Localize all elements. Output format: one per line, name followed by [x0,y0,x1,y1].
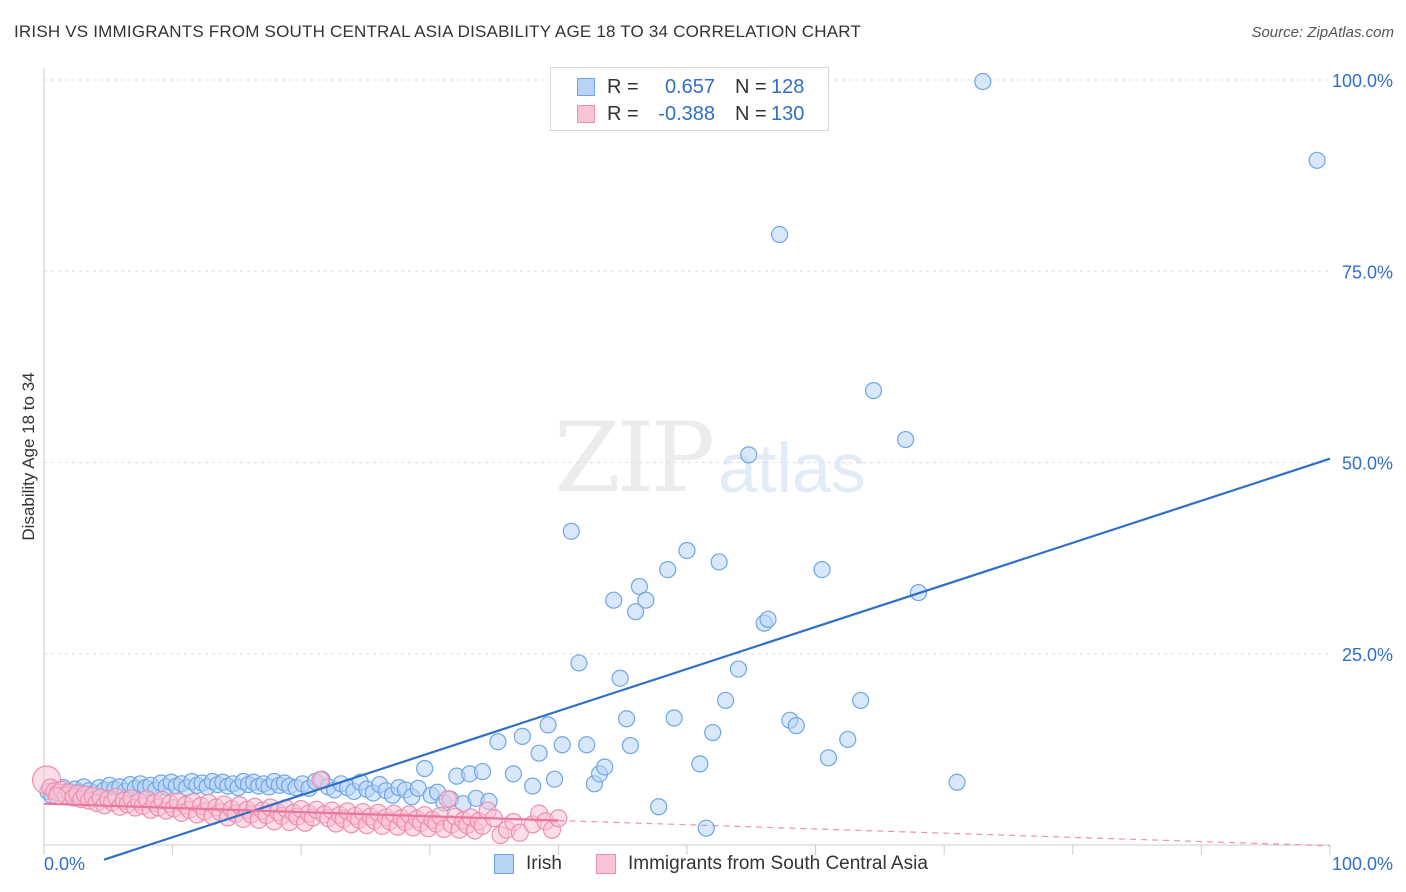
irish-point [562,522,580,540]
legend-n-value-immigrants: 130 [771,102,805,125]
bottom-legend-swatch-immigrants [596,854,616,874]
irish-point [948,773,966,791]
irish-point [596,758,614,776]
y-tick-label: 75.0% [1342,262,1393,282]
immigrants-point [510,823,529,842]
irish-point [617,710,636,728]
irish-point [650,798,668,816]
immigrants-point [47,786,66,806]
x-tick-label-max: 100.0% [1332,854,1393,874]
irish-point [864,381,883,400]
irish-point [659,560,677,579]
irish-point [839,730,857,749]
legend-row-immigrants: R = -0.388 N = 130 [577,102,804,126]
bottom-legend-label-immigrants: Immigrants from South Central Asia [628,853,928,874]
irish-trend-line [103,457,1331,861]
legend-r-label: R = [607,102,639,125]
y-tick-label: 50.0% [1342,454,1393,474]
immigrants-point [438,789,457,809]
irish-point [740,446,758,464]
irish-point [611,669,629,687]
irish-point [697,819,715,837]
irish-point [678,541,696,560]
y-axis-title: Disability Age 18 to 34 [19,372,38,540]
irish-point [897,430,915,449]
correlation-legend: R = 0.657 N = 128 R = -0.388 N = 130 [550,67,829,131]
irish-point [605,591,623,609]
irish-point [513,727,531,745]
legend-r-value-irish: 0.657 [664,75,715,98]
irish-point [1308,151,1326,169]
irish-point [704,723,722,742]
irish-point [759,610,777,628]
y-tick-label: 100.0% [1332,71,1393,91]
legend-r-value-immigrants: -0.388 [658,102,715,125]
irish-point [716,691,735,710]
irish-point [553,736,571,754]
immigrants-trend-line [43,802,559,822]
bottom-legend-irish: Irish [494,852,562,876]
legend-r-label: R = [607,75,639,98]
irish-point [770,225,789,244]
immigrants-point [549,809,568,828]
bottom-legend-swatch-irish [494,854,514,874]
irish-point [578,736,596,754]
watermark-atlas: atlas [718,429,866,507]
legend-row-irish: R = 0.657 N = 128 [577,75,804,99]
irish-point [530,744,548,762]
legend-swatch-immigrants [577,105,595,123]
irish-point [545,770,564,788]
irish-point [787,717,805,735]
bottom-legend-immigrants: Immigrants from South Central Asia [596,852,928,876]
irish-point [813,560,831,579]
chart-title: IRISH VS IMMIGRANTS FROM SOUTH CENTRAL A… [14,22,862,41]
immigrants-trend-line-extension [558,819,1331,847]
irish-point [621,736,640,755]
irish-point [729,660,748,678]
irish-point [626,603,645,621]
legend-n-label: N = [735,75,767,98]
legend-swatch-irish [577,78,595,96]
irish-point [819,749,838,767]
legend-n-value-irish: 128 [771,75,805,98]
irish-point [710,553,728,571]
irish-point [416,759,434,778]
irish-point [473,762,492,781]
irish-point [637,591,655,609]
irish-point [630,577,649,596]
irish-point [539,716,557,734]
x-tick-label-min: 0.0% [44,854,85,874]
bottom-legend-label-irish: Irish [526,853,562,874]
irish-point [665,709,683,727]
irish-point [489,733,507,751]
legend-n-label: N = [735,102,767,125]
irish-point [974,72,992,91]
irish-point [570,654,588,672]
source-label: Source: ZipAtlas.com [1251,24,1394,41]
irish-point [524,777,542,795]
irish-point [504,765,522,783]
irish-point [691,755,709,773]
watermark-zip: ZIP [554,402,715,514]
y-tick-label: 25.0% [1342,645,1393,665]
irish-point [852,691,870,710]
